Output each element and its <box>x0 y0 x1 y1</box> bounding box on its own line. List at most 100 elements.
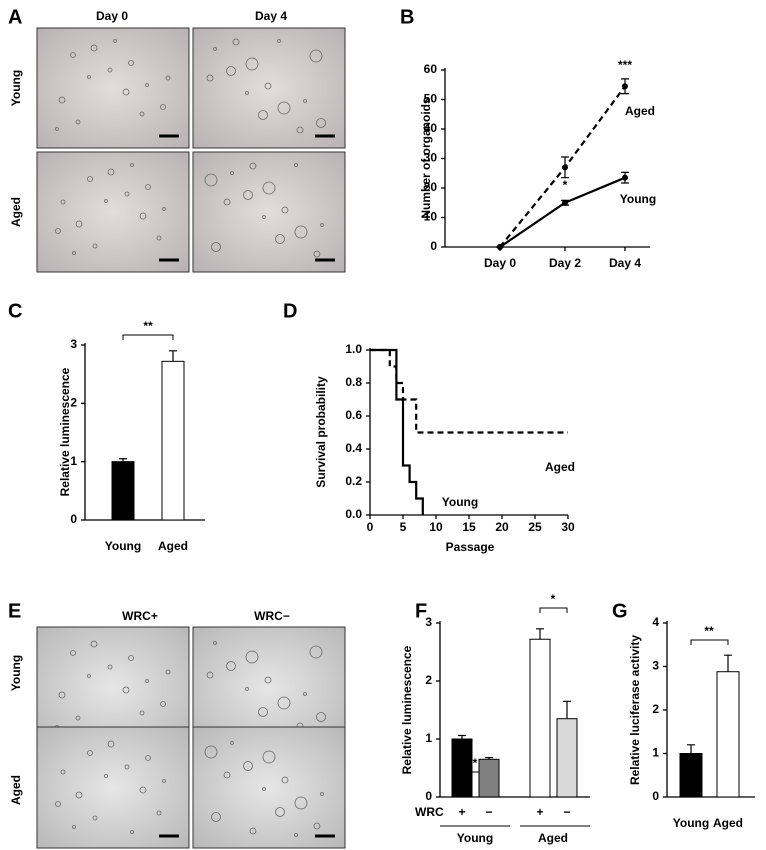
x-tick-label: − <box>563 805 570 819</box>
organoid <box>303 692 307 696</box>
organoid <box>226 661 236 671</box>
y-tick-label: 0.6 <box>345 408 362 422</box>
organoid <box>128 60 134 66</box>
y-tick-label: 1.0 <box>345 342 362 356</box>
y-tick-label: 3 <box>652 659 659 673</box>
marker <box>622 83 628 90</box>
organoid <box>245 57 259 71</box>
organoid <box>264 82 272 90</box>
organoid <box>313 250 321 258</box>
organoid <box>277 39 281 43</box>
organoid <box>264 676 272 684</box>
organoid <box>139 786 147 794</box>
organoid <box>165 75 171 81</box>
panel-letter: F <box>415 600 427 622</box>
organoid <box>245 91 249 95</box>
organoid <box>243 190 253 200</box>
x-tick-label: − <box>485 805 492 819</box>
organoid <box>320 792 324 796</box>
marker <box>497 244 503 250</box>
y-tick-label: 0 <box>430 239 437 253</box>
series-label: Young <box>620 192 656 206</box>
bar <box>716 671 740 798</box>
organoid <box>130 830 134 834</box>
y-axis-label: Relative luminescence <box>400 645 414 774</box>
organoid <box>262 750 276 764</box>
x-tick-label: 20 <box>495 520 509 534</box>
organoid <box>104 774 108 778</box>
organoid <box>313 822 321 830</box>
organoid <box>211 812 221 822</box>
y-tick-label: 1 <box>425 731 432 745</box>
panel-letter: G <box>612 600 628 622</box>
y-tick-label: 0.2 <box>345 474 362 488</box>
y-tick-label: 20 <box>424 180 438 194</box>
organoid <box>303 99 307 103</box>
organoid <box>92 815 98 821</box>
organoid <box>156 810 162 816</box>
organoid <box>226 66 236 76</box>
organoid <box>75 220 83 228</box>
y-tick-label: 10 <box>424 210 438 224</box>
organoid <box>262 181 276 195</box>
series-label: Aged <box>545 460 575 474</box>
group-label: Aged <box>538 831 568 845</box>
survival-curve <box>370 348 424 515</box>
organoid <box>122 686 130 694</box>
x-tick-label: 5 <box>400 520 407 534</box>
organoid <box>213 641 217 645</box>
y-tick-label: 40 <box>424 121 438 135</box>
x-tick-label: Young <box>105 539 141 553</box>
organoid <box>60 769 66 775</box>
x-tick-label: Aged <box>713 816 743 830</box>
organoid <box>107 168 115 176</box>
organoid <box>206 74 214 82</box>
significance: *** <box>618 58 632 72</box>
error-bar <box>536 628 544 640</box>
significance: * <box>551 592 556 606</box>
x-tick-label: 0 <box>367 520 374 534</box>
organoid <box>145 679 149 683</box>
organoid <box>90 44 98 52</box>
x-tick-label: Day 2 <box>549 256 581 270</box>
organoid <box>75 119 81 125</box>
organoid <box>145 755 151 761</box>
organoid <box>204 173 218 187</box>
organoid <box>87 674 91 678</box>
error-bar <box>169 350 177 362</box>
row-label: WRC <box>415 805 444 819</box>
y-tick-label: 2 <box>652 702 659 716</box>
organoid <box>104 199 108 203</box>
organoid <box>75 715 81 721</box>
panel-letter: A <box>8 6 22 28</box>
organoid <box>130 163 134 167</box>
organoid <box>124 191 130 197</box>
column-label: WRC+ <box>122 609 158 623</box>
significance: ** <box>704 624 714 638</box>
organoid <box>75 791 83 799</box>
y-tick-label: 30 <box>424 151 438 165</box>
organoid <box>60 199 66 205</box>
organoid <box>211 242 221 252</box>
x-tick-label: Aged <box>158 539 188 553</box>
column-label: Day 4 <box>255 9 287 23</box>
error-bar <box>687 744 695 754</box>
organoid <box>296 126 304 134</box>
panel-letter: E <box>8 600 21 622</box>
bar <box>556 718 578 798</box>
x-tick-label: 30 <box>561 520 575 534</box>
organoid <box>139 212 147 220</box>
organoid <box>275 234 285 244</box>
organoid <box>204 745 218 759</box>
organoid <box>58 96 66 104</box>
organoid <box>245 650 259 664</box>
y-tick-label: 2 <box>70 396 77 410</box>
organoid <box>249 827 257 835</box>
y-tick-label: 4 <box>652 615 659 629</box>
row-label: Young <box>9 70 23 106</box>
organoid <box>87 75 91 79</box>
x-tick-label: Day 0 <box>484 256 516 270</box>
micrograph <box>36 27 190 149</box>
organoid <box>281 776 289 784</box>
